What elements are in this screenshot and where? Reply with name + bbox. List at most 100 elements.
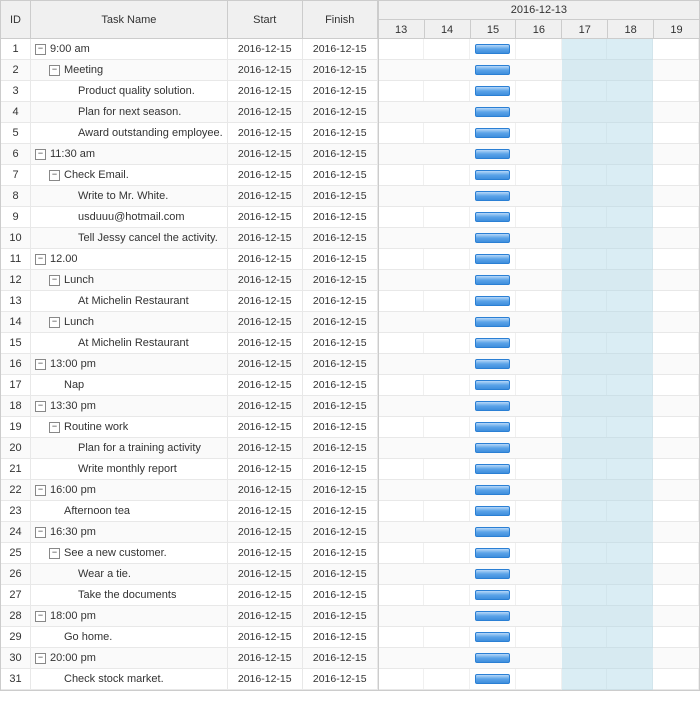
timeline-row[interactable] (379, 186, 699, 207)
cell-task-name[interactable]: 13:30 pm (31, 396, 228, 416)
table-row[interactable]: 9usduuu@hotmail.com2016-12-152016-12-15 (1, 207, 378, 228)
table-row[interactable]: 17Nap2016-12-152016-12-15 (1, 375, 378, 396)
cell-task-name[interactable]: Meeting (31, 60, 228, 80)
collapse-icon[interactable] (35, 485, 46, 496)
task-bar[interactable] (475, 317, 510, 327)
table-row[interactable]: 26Wear a tie.2016-12-152016-12-15 (1, 564, 378, 585)
timeline-row[interactable] (379, 144, 699, 165)
cell-task-name[interactable]: At Michelin Restaurant (31, 291, 228, 311)
day-cell[interactable]: 17 (562, 20, 608, 39)
collapse-icon[interactable] (35, 359, 46, 370)
cell-task-name[interactable]: 12.00 (31, 249, 228, 269)
table-row[interactable]: 2Meeting2016-12-152016-12-15 (1, 60, 378, 81)
cell-task-name[interactable]: 16:00 pm (31, 480, 228, 500)
cell-task-name[interactable]: Lunch (31, 312, 228, 332)
table-row[interactable]: 20Plan for a training activity2016-12-15… (1, 438, 378, 459)
task-bar[interactable] (475, 422, 510, 432)
cell-task-name[interactable]: Go home. (31, 627, 228, 647)
table-row[interactable]: 21Write monthly report2016-12-152016-12-… (1, 459, 378, 480)
cell-task-name[interactable]: Wear a tie. (31, 564, 228, 584)
day-cell[interactable]: 19 (654, 20, 699, 39)
table-row[interactable]: 19Routine work2016-12-152016-12-15 (1, 417, 378, 438)
timeline-row[interactable] (379, 228, 699, 249)
timeline-row[interactable] (379, 585, 699, 606)
cell-task-name[interactable]: Tell Jessy cancel the activity. (31, 228, 228, 248)
table-row[interactable]: 27Take the documents2016-12-152016-12-15 (1, 585, 378, 606)
table-row[interactable]: 1613:00 pm2016-12-152016-12-15 (1, 354, 378, 375)
table-row[interactable]: 2416:30 pm2016-12-152016-12-15 (1, 522, 378, 543)
right-body[interactable] (379, 39, 699, 690)
day-cell[interactable]: 15 (471, 20, 517, 39)
task-bar[interactable] (475, 674, 510, 684)
header-start[interactable]: Start (228, 1, 303, 38)
task-bar[interactable] (475, 254, 510, 264)
table-row[interactable]: 15At Michelin Restaurant2016-12-152016-1… (1, 333, 378, 354)
table-row[interactable]: 3020:00 pm2016-12-152016-12-15 (1, 648, 378, 669)
table-row[interactable]: 23Afternoon tea2016-12-152016-12-15 (1, 501, 378, 522)
cell-task-name[interactable]: 9:00 am (31, 39, 228, 59)
cell-task-name[interactable]: Check Email. (31, 165, 228, 185)
timeline-row[interactable] (379, 375, 699, 396)
timeline-row[interactable] (379, 417, 699, 438)
task-bar[interactable] (475, 485, 510, 495)
timeline-row[interactable] (379, 669, 699, 690)
table-row[interactable]: 1112.002016-12-152016-12-15 (1, 249, 378, 270)
cell-task-name[interactable]: Check stock market. (31, 669, 228, 689)
timeline-row[interactable] (379, 312, 699, 333)
table-row[interactable]: 14Lunch2016-12-152016-12-15 (1, 312, 378, 333)
task-bar[interactable] (475, 548, 510, 558)
cell-task-name[interactable]: Routine work (31, 417, 228, 437)
timeline-row[interactable] (379, 39, 699, 60)
timeline-row[interactable] (379, 165, 699, 186)
header-task[interactable]: Task Name (31, 1, 228, 38)
task-bar[interactable] (475, 380, 510, 390)
header-finish[interactable]: Finish (303, 1, 378, 38)
cell-task-name[interactable]: Write to Mr. White. (31, 186, 228, 206)
task-bar[interactable] (475, 338, 510, 348)
header-id[interactable]: ID (1, 1, 31, 38)
cell-task-name[interactable]: Award outstanding employee. (31, 123, 228, 143)
cell-task-name[interactable]: 20:00 pm (31, 648, 228, 668)
task-bar[interactable] (475, 107, 510, 117)
table-row[interactable]: 7Check Email.2016-12-152016-12-15 (1, 165, 378, 186)
cell-task-name[interactable]: 13:00 pm (31, 354, 228, 374)
task-bar[interactable] (475, 275, 510, 285)
day-cell[interactable]: 13 (379, 20, 425, 39)
table-row[interactable]: 3Product quality solution.2016-12-152016… (1, 81, 378, 102)
table-row[interactable]: 4Plan for next season.2016-12-152016-12-… (1, 102, 378, 123)
task-bar[interactable] (475, 653, 510, 663)
timeline-row[interactable] (379, 207, 699, 228)
collapse-icon[interactable] (49, 317, 60, 328)
table-row[interactable]: 2216:00 pm2016-12-152016-12-15 (1, 480, 378, 501)
task-bar[interactable] (475, 128, 510, 138)
cell-task-name[interactable]: Write monthly report (31, 459, 228, 479)
timeline-row[interactable] (379, 333, 699, 354)
task-bar[interactable] (475, 65, 510, 75)
cell-task-name[interactable]: Plan for a training activity (31, 438, 228, 458)
timeline-row[interactable] (379, 606, 699, 627)
task-bar[interactable] (475, 233, 510, 243)
day-cell[interactable]: 14 (425, 20, 471, 39)
timeline-row[interactable] (379, 81, 699, 102)
table-row[interactable]: 611:30 am2016-12-152016-12-15 (1, 144, 378, 165)
timeline-row[interactable] (379, 291, 699, 312)
table-row[interactable]: 5Award outstanding employee.2016-12-1520… (1, 123, 378, 144)
collapse-icon[interactable] (35, 44, 46, 55)
task-bar[interactable] (475, 212, 510, 222)
collapse-icon[interactable] (49, 65, 60, 76)
table-row[interactable]: 25See a new customer.2016-12-152016-12-1… (1, 543, 378, 564)
cell-task-name[interactable]: 18:00 pm (31, 606, 228, 626)
task-bar[interactable] (475, 464, 510, 474)
collapse-icon[interactable] (49, 422, 60, 433)
task-bar[interactable] (475, 149, 510, 159)
task-bar[interactable] (475, 44, 510, 54)
timeline-row[interactable] (379, 648, 699, 669)
cell-task-name[interactable]: Afternoon tea (31, 501, 228, 521)
task-bar[interactable] (475, 527, 510, 537)
table-row[interactable]: 1813:30 pm2016-12-152016-12-15 (1, 396, 378, 417)
table-row[interactable]: 13At Michelin Restaurant2016-12-152016-1… (1, 291, 378, 312)
task-bar[interactable] (475, 401, 510, 411)
timeline-row[interactable] (379, 123, 699, 144)
timeline-row[interactable] (379, 501, 699, 522)
cell-task-name[interactable]: Take the documents (31, 585, 228, 605)
